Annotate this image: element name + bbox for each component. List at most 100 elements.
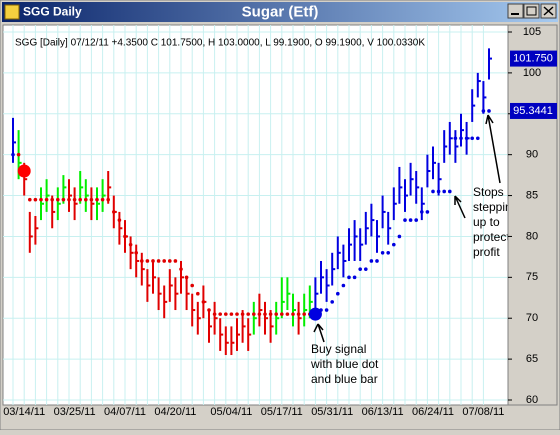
stop-dot [487,109,491,113]
stop-dot [330,300,335,304]
stop-dot [257,312,262,316]
stop-dot [319,308,323,312]
price-label-box [510,102,557,119]
buy-annotation: Buy signal with blue dot and blue bar [310,323,379,386]
annotation: protect [473,230,510,244]
y-tick-label: 90 [526,149,538,161]
stop-dot [392,242,396,247]
signal-dot [17,164,31,178]
stop-dot [229,312,234,316]
close-icon [543,6,554,16]
maximize-button[interactable] [523,3,540,19]
stop-dot [184,275,189,280]
stop-dot [156,259,161,263]
grid [3,25,508,405]
stop-dot [112,210,116,214]
stop-dot [61,197,66,202]
stop-dot [324,308,329,312]
stop-dot [11,152,15,157]
annotation: up to [473,215,500,229]
y-tick-label: 85 [526,189,538,201]
stops-annotation: Stops stepping up to protect profit [454,114,518,259]
y-tick-label: 105 [523,26,541,38]
annotation: stepping [473,200,518,214]
window-title: SGG Daily [23,5,82,19]
price-label-box [510,50,557,67]
stop-dot [364,267,368,271]
stop-dot [252,312,256,316]
signal-dot [308,307,322,321]
stop-dot [173,259,178,263]
stop-dot [16,152,21,157]
stop-dot [56,197,60,202]
stop-dot [470,136,475,141]
stop-dot [78,197,82,202]
annotation: Stops [473,185,504,199]
stop-dot [436,189,441,194]
stop-dot [358,267,363,271]
x-tick-label: 04/07/11 [104,406,146,418]
stop-dot [117,218,122,222]
stop-dot [453,136,458,141]
x-tick-label: 05/04/11 [210,406,252,418]
stop-dot [291,312,295,316]
stop-dot [123,234,127,239]
stop-dot [84,197,88,202]
stop-dot [218,312,222,316]
stop-dot [397,234,402,239]
stop-dot [408,218,413,222]
axes: 606570758085909510010503/14/1103/25/1104… [3,24,558,418]
stop-dot [369,259,374,263]
stop-dot [464,136,469,141]
stop-dot [420,210,424,214]
stop-dot [72,197,77,202]
price-label: 95.3441 [513,105,553,117]
x-tick-label: 03/14/11 [3,406,45,418]
y-tick-label: 75 [526,271,538,283]
window-buttons[interactable] [507,3,557,19]
stop-dot [212,312,217,316]
stop-dot [67,197,71,202]
x-tick-label: 06/13/11 [362,406,404,418]
stop-dot [302,312,307,316]
arrow [454,195,466,219]
stop-dot [128,242,133,247]
y-tick-label: 80 [526,230,538,242]
stop-dot [106,197,110,202]
stop-dot [95,197,99,202]
x-tick-label: 04/20/11 [154,406,196,418]
window-icon [4,4,20,20]
annotation: and blue bar [311,372,378,386]
chart-title: Sugar (Etf) [242,3,319,20]
stop-dot [240,312,245,316]
arrow [313,323,325,343]
stop-dot [280,312,284,316]
minimize-button[interactable] [507,3,524,19]
stop-dot [380,251,385,255]
stop-dot [336,291,340,296]
x-tick-label: 06/24/11 [412,406,454,418]
stop-dot [100,197,105,202]
x-tick-label: 07/08/11 [462,406,504,418]
maximize-icon [526,6,537,16]
stop-dot [50,197,54,202]
stop-dot [442,189,447,194]
stop-dot [425,210,430,214]
stop-dot [39,197,43,202]
x-tick-label: 05/17/11 [261,406,303,418]
stop-dot [89,197,94,202]
stop-dot [190,283,194,288]
stop-dot [207,308,211,312]
stop-dot [386,251,391,255]
stop-dot [151,259,155,263]
stop-dot [162,259,166,263]
stop-dot [201,300,206,304]
annotation: Buy signal [311,342,366,356]
price-label: 101.750 [513,52,553,64]
stop-dot [134,251,138,255]
stop-dot [285,312,290,316]
y-tick-label: 70 [526,312,538,324]
stop-dot [403,218,407,222]
stop-dot [459,136,463,141]
